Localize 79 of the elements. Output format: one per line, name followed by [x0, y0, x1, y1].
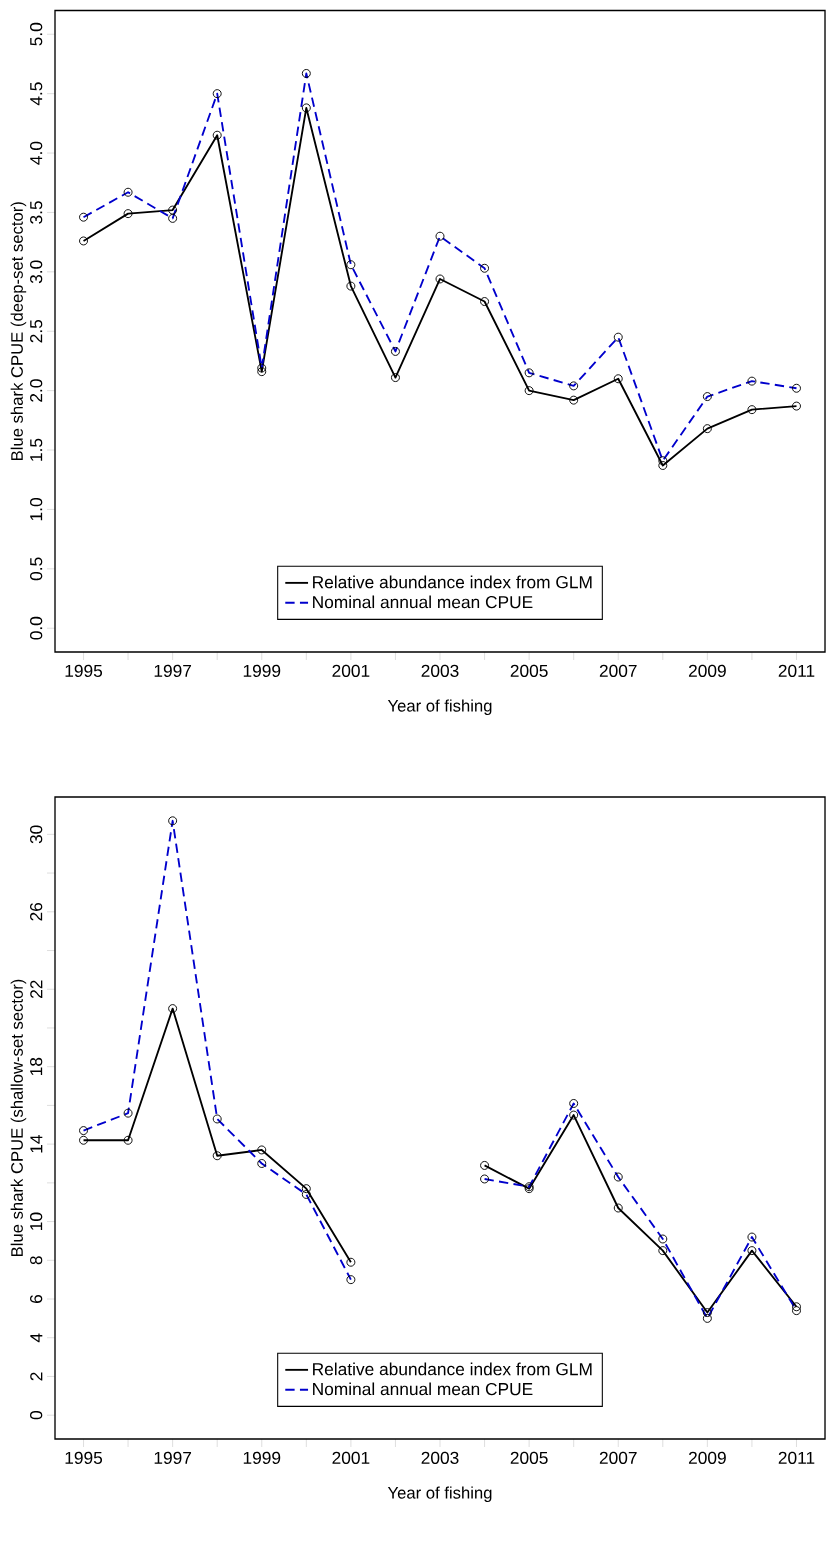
- point: [212, 1151, 222, 1161]
- point: [257, 367, 267, 377]
- point: [301, 1184, 311, 1194]
- point: [524, 386, 534, 396]
- point: [346, 281, 356, 291]
- point: [658, 1246, 668, 1256]
- y-tick-label: 26: [30, 902, 43, 921]
- y-tick-label: 4.0: [30, 141, 43, 165]
- y-tick-label: 0: [30, 1411, 43, 1420]
- x-tick-label: 2009: [688, 664, 726, 677]
- point: [792, 1302, 801, 1312]
- y-tick-label: 30: [30, 825, 43, 844]
- point: [301, 103, 311, 113]
- x-tick-label: 2003: [421, 664, 459, 677]
- y-tick-label: 2.5: [30, 319, 43, 343]
- point: [569, 395, 579, 405]
- y-axis-title: Blue shark CPUE (shallow-set sector): [10, 979, 27, 1257]
- point: [212, 130, 222, 140]
- x-tick-label: 2001: [332, 1451, 370, 1464]
- point: [435, 274, 445, 284]
- point: [792, 401, 801, 411]
- x-tick-label: 2011: [778, 1451, 815, 1464]
- x-tick-label: 1995: [65, 1451, 103, 1464]
- point: [569, 1110, 579, 1120]
- y-tick-label: 18: [30, 1057, 43, 1076]
- x-tick-label: 2011: [778, 664, 815, 677]
- point: [346, 1257, 356, 1267]
- y-tick-label: 22: [30, 980, 43, 998]
- point: [123, 209, 133, 219]
- point: [658, 461, 668, 470]
- x-tick-label: 2003: [421, 1451, 459, 1464]
- y-tick-label: 10: [30, 1212, 43, 1230]
- point: [79, 1135, 88, 1145]
- x-tick-label: 1999: [243, 664, 281, 677]
- y-tick-label: 3.0: [30, 260, 43, 284]
- y-tick-label: 2: [30, 1372, 43, 1381]
- x-tick-label: 1995: [65, 664, 103, 677]
- x-tick-label: 2005: [510, 1451, 548, 1464]
- y-tick-label: 1.5: [30, 438, 43, 461]
- x-tick-label: 1997: [154, 664, 192, 677]
- x-tick-label: 2009: [688, 1451, 726, 1464]
- legend-label: Relative abundance index from GLM: [313, 1362, 592, 1376]
- point: [747, 405, 757, 415]
- x-tick-label: 2005: [510, 664, 548, 677]
- y-tick-label: 4: [30, 1333, 43, 1343]
- point: [747, 1246, 757, 1256]
- x-axis-title: Year of fishing: [387, 699, 492, 715]
- point: [168, 1004, 178, 1014]
- y-tick-label: 14: [30, 1134, 43, 1153]
- legend-label: Nominal annual mean CPUE: [313, 1382, 533, 1396]
- x-tick-label: 1999: [243, 1451, 281, 1464]
- y-tick-label: 5.0: [30, 22, 43, 46]
- point: [480, 297, 490, 307]
- point: [702, 424, 712, 434]
- x-axis-title: Year of fishing: [387, 1486, 492, 1502]
- point: [613, 1203, 623, 1213]
- y-tick-label: 4.5: [30, 82, 43, 106]
- x-tick-label: 2007: [599, 1451, 637, 1464]
- x-tick-label: 1997: [154, 1451, 192, 1464]
- y-axis-title: Blue shark CPUE (deep-set sector): [10, 202, 27, 461]
- y-tick-label: 0.0: [30, 616, 43, 640]
- y-tick-label: 0.5: [30, 557, 43, 581]
- y-tick-label: 2.0: [30, 379, 43, 402]
- y-tick-label: 1.0: [30, 498, 43, 521]
- legend-label: Relative abundance index from GLM: [313, 575, 592, 589]
- point: [702, 1308, 712, 1318]
- legend-label: Nominal annual mean CPUE: [313, 595, 533, 609]
- point: [390, 373, 400, 383]
- x-tick-label: 2007: [599, 664, 637, 677]
- y-tick-label: 6: [30, 1294, 43, 1303]
- point: [613, 374, 623, 384]
- x-tick-label: 2001: [332, 664, 370, 677]
- point: [79, 236, 88, 246]
- point: [123, 1135, 133, 1145]
- y-tick-label: 8: [30, 1256, 43, 1265]
- y-tick-label: 3.5: [30, 201, 43, 224]
- point: [168, 205, 178, 215]
- point: [480, 1160, 490, 1170]
- point: [257, 1145, 267, 1155]
